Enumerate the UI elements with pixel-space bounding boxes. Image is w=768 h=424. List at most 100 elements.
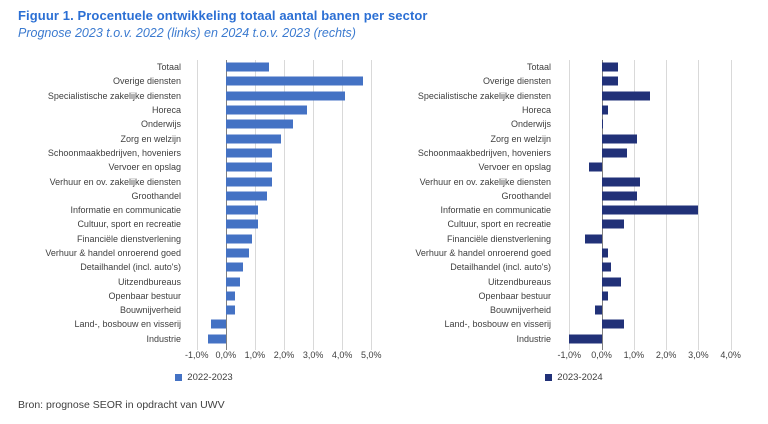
chart-row: Financiële dienstverlening [28, 232, 380, 246]
chart-row: Zorg en welzijn [398, 131, 750, 145]
zero-axis-line [225, 60, 227, 350]
category-label: Totaal [156, 62, 181, 73]
tick-label: 5,0% [361, 350, 382, 360]
category-label: Verhuur en ov. zakelijke diensten [49, 176, 181, 187]
bar-track [188, 289, 380, 303]
category-label: Zorg en welzijn [490, 133, 551, 144]
bar-track [558, 146, 750, 160]
bar-track [558, 117, 750, 131]
bar [225, 62, 270, 72]
tick-label: 0,0% [215, 350, 237, 360]
figure-header: Figuur 1. Procentuele ontwikkeling totaa… [18, 8, 428, 40]
gridline [730, 60, 732, 350]
bar-track [188, 146, 380, 160]
category-label: Zorg en welzijn [120, 133, 181, 144]
bar [601, 134, 638, 144]
category-label: Specialistische zakelijke diensten [47, 90, 181, 101]
category-label: Industrie [146, 333, 181, 344]
plot-area-left: Totaal Overige diensten Specialistische za… [28, 60, 382, 363]
chart-row: Zorg en welzijn [28, 131, 380, 145]
bar-track [188, 189, 380, 203]
bar-track [188, 274, 380, 288]
bar [595, 305, 602, 315]
category-label: Onderwijs [140, 119, 181, 130]
bar [225, 191, 267, 201]
gridline [569, 60, 571, 350]
gridline [313, 60, 315, 350]
legend-swatch [175, 374, 183, 381]
axis: -1,0% 0,0% 1,0% 2,0% 3,0% 4,0% [558, 350, 750, 363]
figure-title: Figuur 1. Procentuele ontwikkeling totaa… [18, 8, 428, 23]
chart-row: Totaal [398, 60, 750, 74]
rows: Totaal Overige diensten Specialistische za… [28, 60, 380, 346]
gridline [284, 60, 285, 350]
legend-swatch [545, 374, 553, 381]
category-label: Specialistische zakelijke diensten [417, 90, 551, 101]
bar [601, 319, 625, 329]
category-label: Groothandel [501, 190, 551, 201]
bar [601, 205, 699, 215]
chart-row: Groothandel [28, 189, 380, 203]
bar [225, 162, 273, 172]
gridlines [188, 60, 380, 350]
bar [208, 334, 226, 344]
bar [225, 234, 252, 244]
chart-row: Overige diensten [398, 74, 750, 88]
bar-track [188, 203, 380, 217]
axis: -1,0% 0,0% 1,0% 2,0% 3,0% 4,0% 5,0% [184, 350, 382, 363]
category-label: Groothandel [131, 190, 181, 201]
category-label: Verhuur & handel onroerend goed [415, 248, 551, 258]
bar [225, 148, 273, 158]
bar [585, 234, 602, 244]
bar-track [188, 74, 380, 88]
category-label: Industrie [516, 333, 551, 344]
chart-row: Uitzendbureaus [398, 274, 750, 288]
category-label: Horeca [151, 105, 181, 116]
category-label: Openbaar bestuur [108, 290, 181, 301]
zero-axis-line [601, 60, 603, 350]
bar-track [188, 232, 380, 246]
bar [225, 291, 235, 301]
category-label: Horeca [521, 105, 551, 116]
tick-label: -1,0% [184, 350, 209, 360]
category-label: Bouwnijverheid [119, 305, 181, 316]
category-label: Vervoer en opslag [478, 162, 551, 173]
bar [601, 119, 603, 129]
chart-2022-2023: Totaal Overige diensten Specialistische za… [28, 60, 382, 383]
bar [601, 91, 650, 101]
tick-label: 3,0% [688, 350, 709, 360]
category-label: Schoonmaakbedrijven, hoveniers [47, 147, 181, 158]
plot-area-right: Totaal Overige diensten Specialistische za… [398, 60, 750, 363]
chart-row: Totaal [28, 60, 380, 74]
bar [225, 177, 273, 187]
category-label: Bouwnijverheid [489, 305, 551, 316]
bar [601, 76, 618, 86]
bar-track [558, 74, 750, 88]
category-label: Detailhandel (incl. auto's) [80, 262, 181, 273]
bar-track [188, 217, 380, 231]
chart-row: Industrie [398, 332, 750, 346]
bar-track [558, 131, 750, 145]
bar [601, 177, 641, 187]
chart-row: Horeca [398, 103, 750, 117]
category-label: Uitzendbureaus [117, 276, 181, 287]
chart-row: Industrie [28, 332, 380, 346]
bar [225, 76, 363, 86]
bar-track [188, 260, 380, 274]
bar-track [558, 289, 750, 303]
chart-row: Openbaar bestuur [398, 289, 750, 303]
legend: 2022-2023 [28, 372, 380, 383]
bar [601, 191, 638, 201]
bar [601, 105, 609, 115]
bar [225, 262, 244, 272]
bar [225, 219, 258, 229]
bar-track [558, 317, 750, 331]
chart-row: Onderwijs [28, 117, 380, 131]
chart-row: Informatie en communicatie [28, 203, 380, 217]
category-label: Land-, bosbouw en visserij [74, 319, 181, 330]
bar-track [188, 332, 380, 346]
bar [588, 162, 602, 172]
category-label: Totaal [526, 62, 551, 73]
bar [225, 305, 235, 315]
category-label: Informatie en communicatie [440, 205, 551, 216]
